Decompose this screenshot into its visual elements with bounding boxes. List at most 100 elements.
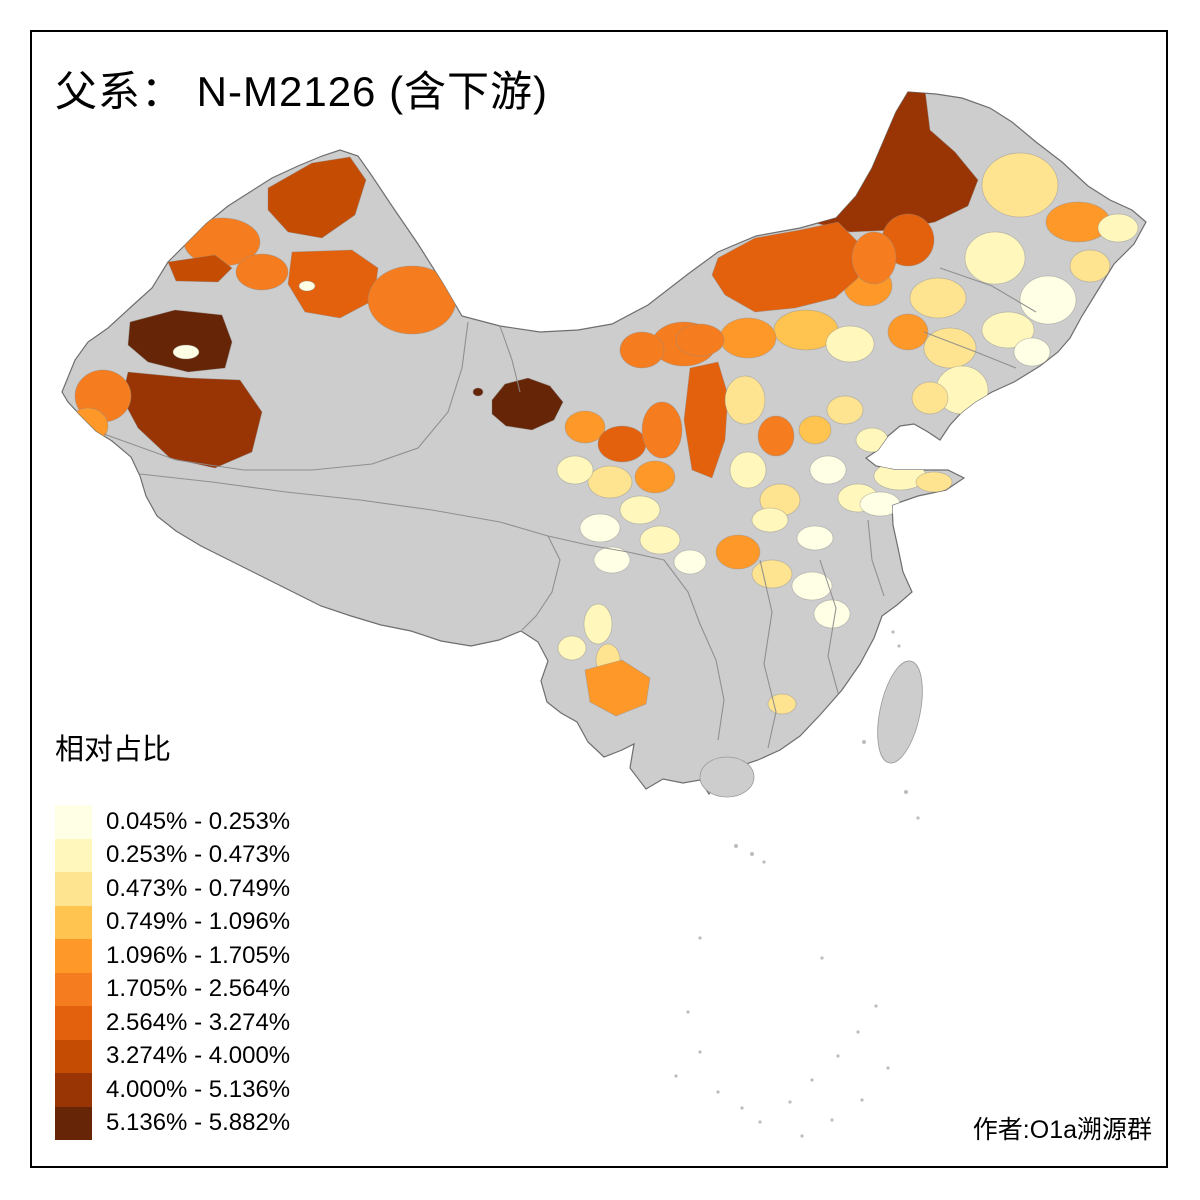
legend-item: 0.749% - 1.096% bbox=[55, 905, 291, 939]
map-region-class3 bbox=[587, 465, 633, 499]
map-region-class3 bbox=[915, 471, 953, 493]
map-region-class2 bbox=[981, 311, 1035, 349]
legend-label: 1.705% - 2.564% bbox=[106, 975, 291, 1003]
map-region-class1 bbox=[1013, 337, 1051, 367]
map-region-class6 bbox=[641, 401, 683, 459]
legend-swatch bbox=[55, 939, 92, 973]
legend-item: 3.274% - 4.000% bbox=[55, 1039, 291, 1073]
legend-swatch bbox=[55, 1039, 92, 1073]
legend-item: 0.045% - 0.253% bbox=[55, 805, 290, 839]
map-region-class10 bbox=[127, 309, 233, 373]
map-region-class5 bbox=[719, 317, 777, 359]
map-region-class2 bbox=[1097, 213, 1139, 243]
map-region-class1 bbox=[796, 525, 834, 551]
map-region-class1 bbox=[791, 571, 833, 601]
legend-item: 2.564% - 3.274% bbox=[55, 1006, 290, 1040]
legend-item: 4.000% - 5.136% bbox=[55, 1073, 290, 1107]
map-region-class1 bbox=[1019, 275, 1077, 325]
map-region-class2 bbox=[619, 495, 661, 525]
map-region-class5 bbox=[634, 460, 676, 494]
legend-item: 1.705% - 2.564% bbox=[55, 972, 291, 1006]
map-region-class1 bbox=[673, 549, 707, 575]
map-region-class2 bbox=[557, 635, 587, 661]
map-region-class8 bbox=[167, 254, 233, 283]
map-region-class5 bbox=[715, 534, 761, 570]
map-region-class2 bbox=[639, 525, 681, 555]
map-region-class1 bbox=[298, 280, 316, 292]
legend-label: 4.000% - 5.136% bbox=[106, 1075, 291, 1103]
map-region-class3 bbox=[751, 559, 793, 589]
map-regions bbox=[67, 92, 1139, 717]
south-china-sea-islets bbox=[674, 630, 920, 1138]
map-region-class7 bbox=[683, 361, 729, 479]
map-region-class3 bbox=[981, 152, 1059, 218]
legend-item: 0.253% - 0.473% bbox=[55, 838, 291, 872]
legend-swatch bbox=[55, 838, 92, 872]
legend-swatch bbox=[55, 1106, 92, 1140]
legend-label: 0.253% - 0.473% bbox=[106, 841, 291, 869]
map-region-class9 bbox=[121, 371, 263, 469]
legend-label: 3.274% - 4.000% bbox=[106, 1042, 291, 1070]
legend-swatch bbox=[55, 1073, 92, 1107]
map-region-class2 bbox=[825, 325, 875, 363]
legend-label: 2.564% - 3.274% bbox=[106, 1008, 291, 1036]
legend-label: 0.045% - 0.253% bbox=[106, 807, 291, 835]
legend-item: 1.096% - 1.705% bbox=[55, 939, 290, 973]
islands bbox=[699, 660, 923, 798]
province-borders bbox=[103, 267, 1037, 749]
map-region-class6 bbox=[367, 265, 457, 335]
legend-swatch bbox=[55, 805, 92, 839]
legend-title: 相对占比 bbox=[55, 734, 172, 766]
map-region-class10 bbox=[491, 377, 564, 431]
map-region-class2 bbox=[556, 455, 594, 485]
map-region-class5 bbox=[584, 659, 651, 717]
map-region-class6 bbox=[235, 253, 289, 291]
legend-swatch bbox=[55, 872, 92, 906]
map-region-class10 bbox=[472, 387, 484, 397]
map-region-class6 bbox=[851, 231, 897, 285]
map-region-class8 bbox=[267, 156, 367, 239]
hainan-island bbox=[699, 756, 755, 798]
map-region-class1 bbox=[813, 599, 851, 629]
map-region-class2 bbox=[964, 231, 1026, 285]
map-region-class6 bbox=[757, 415, 795, 457]
legend-label: 5.136% - 5.882% bbox=[106, 1109, 291, 1137]
map-region-class3 bbox=[826, 395, 864, 425]
map-region-class1 bbox=[859, 491, 901, 517]
map-region-class2 bbox=[583, 603, 613, 645]
attribution: 作者:O1a溯源群 bbox=[972, 1116, 1152, 1144]
map-region-class3 bbox=[911, 381, 949, 415]
map-region-class3 bbox=[923, 327, 977, 369]
legend-label: 0.473% - 0.749% bbox=[106, 874, 291, 902]
map-region-class1 bbox=[579, 513, 621, 543]
legend-swatch bbox=[55, 905, 92, 939]
map-region-class7 bbox=[711, 221, 859, 313]
legend-label: 1.096% - 1.705% bbox=[106, 941, 291, 969]
map-region-class5 bbox=[67, 407, 109, 445]
map-region-class2 bbox=[751, 507, 789, 533]
legend-label: 0.749% - 1.096% bbox=[106, 908, 291, 936]
legend-item: 0.473% - 0.749% bbox=[55, 872, 290, 906]
figure-title: 父系： N-M2126 (含下游) bbox=[55, 68, 549, 115]
map-region-class5 bbox=[887, 313, 929, 351]
map-region-class7 bbox=[597, 425, 647, 463]
legend: 相对占比 0.045% - 0.253% 0.253% - 0.473% 0.4… bbox=[55, 733, 290, 1140]
legend-item: 5.136% - 5.882% bbox=[55, 1106, 291, 1140]
map-region-class4 bbox=[798, 415, 832, 445]
map-region-class7 bbox=[287, 249, 379, 319]
legend-swatch bbox=[55, 972, 92, 1006]
map-region-class1 bbox=[593, 546, 631, 574]
map-region-class5 bbox=[564, 410, 606, 444]
map-region-class1 bbox=[809, 455, 847, 485]
map-region-class6 bbox=[619, 331, 665, 369]
map-region-class3 bbox=[909, 277, 967, 319]
map-region-class2 bbox=[729, 451, 767, 489]
legend-swatch bbox=[55, 1006, 92, 1040]
map-region-class2 bbox=[855, 427, 889, 453]
map-region-class6 bbox=[675, 323, 725, 357]
map-region-class1 bbox=[172, 344, 200, 360]
taiwan-island bbox=[877, 660, 923, 764]
map-region-class3 bbox=[724, 375, 766, 425]
